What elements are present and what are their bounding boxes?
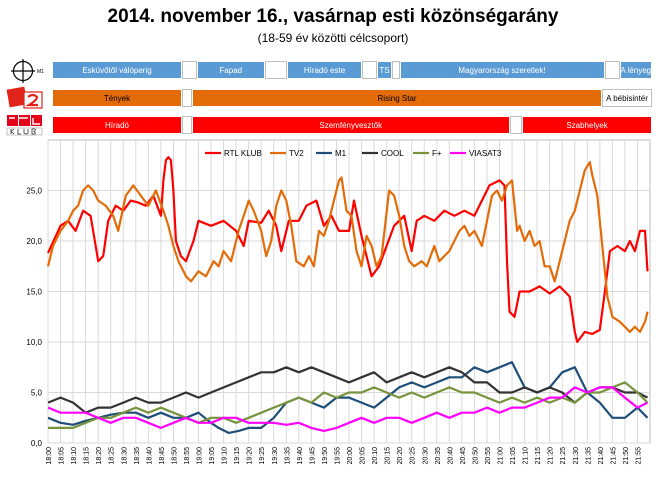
x-tick-label: 19:15: [234, 447, 241, 465]
page-title: 2014. november 16., vasárnap esti közöns…: [107, 6, 559, 27]
x-tick-label: 20:05: [360, 447, 367, 465]
series-line-tv2: [46, 161, 649, 333]
program-block: [264, 61, 287, 79]
x-tick-label: 18:40: [146, 447, 153, 465]
x-tick-label: 20:35: [435, 447, 442, 465]
m1-logo: M1: [10, 58, 46, 84]
legend-label: F+: [432, 149, 442, 158]
x-tick-label: 19:20: [247, 447, 254, 465]
program-block: Esküvőtől válóperig: [52, 61, 182, 79]
x-tick-label: 18:05: [59, 447, 66, 465]
x-tick-label: 20:50: [472, 447, 479, 465]
x-tick-label: 21:30: [573, 447, 580, 465]
y-tick-label: 25,0: [26, 187, 42, 196]
x-tick-label: 19:00: [197, 447, 204, 465]
x-tick-label: 19:50: [322, 447, 329, 465]
y-tick-label: 20,0: [26, 237, 42, 246]
legend-label: M1: [335, 149, 347, 158]
x-tick-label: 21:25: [560, 447, 567, 465]
x-tick-label: 20:45: [460, 447, 467, 465]
program-block: Híradó este: [287, 61, 362, 79]
x-tick-label: 18:45: [159, 447, 166, 465]
y-tick-label: 10,0: [26, 338, 42, 347]
x-tick-label: 20:30: [422, 447, 429, 465]
program-block: [392, 61, 400, 79]
x-tick-label: 21:10: [523, 447, 530, 465]
y-tick-label: 0,0: [31, 439, 43, 448]
x-tick-label: 18:30: [121, 447, 128, 465]
program-block: Tények: [52, 89, 182, 107]
x-tick-label: 21:15: [535, 447, 542, 465]
x-tick-label: 20:15: [385, 447, 392, 465]
x-tick-label: 20:00: [347, 447, 354, 465]
schedule-row-rtl-klub: Híradó Szemfényvesztők Szabhelyek: [52, 116, 652, 134]
schedule-row-tv2: Tények Rising Star A bébisintér: [52, 89, 652, 107]
program-block: Szabhelyek: [522, 116, 652, 134]
m1-logo-graphic: M1: [11, 59, 44, 83]
x-tick-label: 20:10: [372, 447, 379, 465]
x-tick-label: 21:55: [635, 447, 642, 465]
program-block: TS: [377, 61, 392, 79]
x-tick-label: 20:25: [410, 447, 417, 465]
program-block: A lényeg: [619, 61, 652, 79]
program-block: Szemfényvesztők: [192, 116, 510, 134]
x-tick-label: 21:50: [623, 447, 630, 465]
program-block: Híradó: [52, 116, 182, 134]
legend-label: COOL: [381, 149, 404, 158]
program-block: A bébisintér: [602, 89, 652, 107]
legend-label: RTL KLUB: [224, 149, 262, 158]
program-block: Fapad: [197, 61, 265, 79]
x-tick-label: 19:55: [334, 447, 341, 465]
tv2-logo-graphic: [6, 86, 43, 109]
x-tick-label: 18:50: [171, 447, 178, 465]
program-block: [362, 61, 377, 79]
x-tick-label: 18:20: [96, 447, 103, 465]
program-block: [182, 89, 192, 107]
x-tick-label: 21:20: [548, 447, 555, 465]
program-block: Magyarország szeretlek!: [399, 61, 605, 79]
x-tick-label: 20:40: [447, 447, 454, 465]
page-subtitle: (18-59 év közötti célcsoport): [257, 31, 409, 45]
series-line-cool: [47, 366, 648, 414]
x-tick-label: 19:25: [259, 447, 266, 465]
x-tick-label: 18:10: [71, 447, 78, 465]
x-tick-label: 21:40: [598, 447, 605, 465]
program-block: [509, 116, 522, 134]
x-tick-label: 18:55: [184, 447, 191, 465]
x-tick-label: 19:35: [284, 447, 291, 465]
x-tick-label: 20:55: [485, 447, 492, 465]
x-tick-label: 18:15: [84, 447, 91, 465]
x-tick-label: 18:25: [109, 447, 116, 465]
x-tick-label: 19:40: [297, 447, 304, 465]
schedule-row-m1: Esküvőtől válóperig Fapad Híradó este TS Mag…: [52, 61, 652, 79]
rtl-klub-logo-graphic: [6, 115, 43, 136]
y-tick-label: 5,0: [31, 389, 43, 398]
x-tick-label: 19:45: [309, 447, 316, 465]
legend-label: TV2: [289, 149, 304, 158]
m1-logo-text: M1: [37, 69, 44, 75]
x-tick-label: 20:20: [397, 447, 404, 465]
y-tick-label: 15,0: [26, 288, 42, 297]
legend-label: VIASAT3: [469, 149, 502, 158]
x-tick-label: 18:00: [46, 447, 53, 465]
series-line-viasat3: [47, 386, 648, 432]
x-tick-label: 21:05: [510, 447, 517, 465]
x-tick-label: 21:35: [585, 447, 592, 465]
series-line-f-: [48, 381, 649, 429]
tv2-logo: [6, 86, 46, 110]
program-block: [182, 116, 192, 134]
x-tick-label: 19:05: [209, 447, 216, 465]
x-tick-label: 21:00: [498, 447, 505, 465]
x-tick-label: 19:30: [272, 447, 279, 465]
rtl-klub-logo: [6, 114, 46, 136]
x-tick-label: 21:45: [610, 447, 617, 465]
x-tick-label: 18:35: [134, 447, 141, 465]
program-block: [604, 61, 620, 79]
x-tick-label: 19:10: [222, 447, 229, 465]
program-block: [182, 61, 197, 79]
audience-share-chart: 0,0 5,0 10,0 15,0 20,0 25,0 18:00 18:05 18:10 18:…: [26, 139, 651, 465]
program-block: Rising Star: [192, 89, 602, 107]
